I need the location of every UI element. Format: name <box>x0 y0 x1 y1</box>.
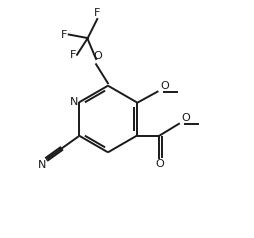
Text: F: F <box>70 50 76 60</box>
Text: N: N <box>70 97 78 107</box>
Text: F: F <box>94 8 100 18</box>
Text: O: O <box>182 113 190 123</box>
Text: O: O <box>93 51 102 61</box>
Text: O: O <box>160 81 169 91</box>
Text: N: N <box>37 160 46 170</box>
Text: F: F <box>61 30 68 40</box>
Text: O: O <box>155 159 164 169</box>
